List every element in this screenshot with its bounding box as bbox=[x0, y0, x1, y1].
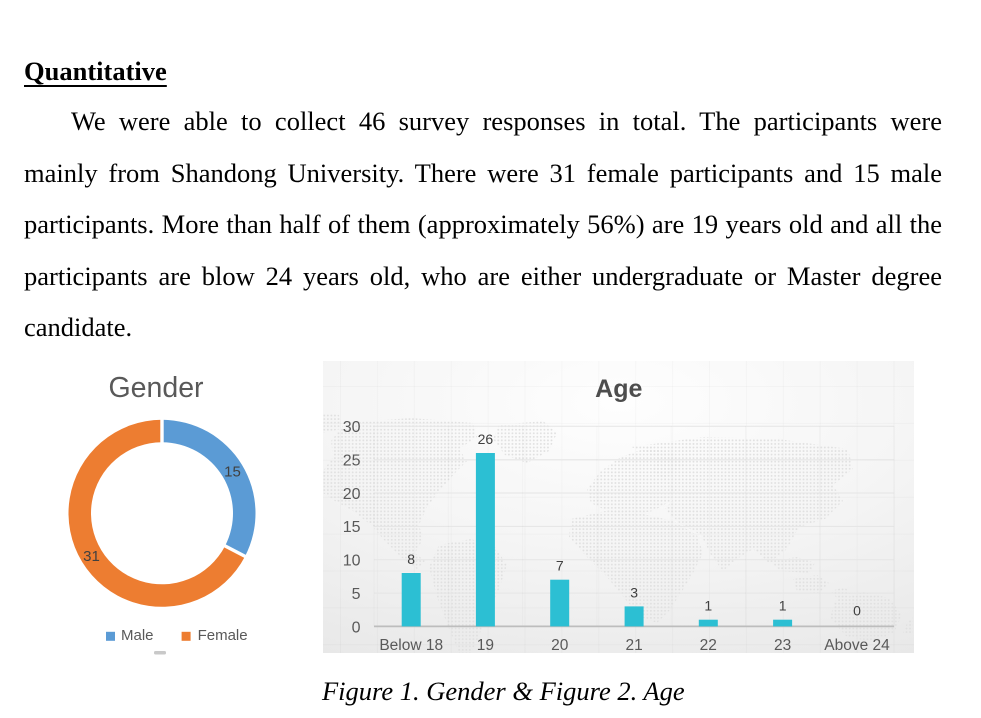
svg-text:21: 21 bbox=[625, 637, 642, 653]
svg-text:15: 15 bbox=[343, 519, 361, 536]
svg-text:0: 0 bbox=[352, 619, 361, 636]
svg-text:8: 8 bbox=[407, 551, 415, 567]
svg-text:25: 25 bbox=[343, 453, 361, 470]
svg-text:Male: Male bbox=[121, 627, 154, 644]
svg-text:19: 19 bbox=[477, 637, 494, 653]
svg-text:Below 18: Below 18 bbox=[379, 637, 443, 653]
svg-text:Gender: Gender bbox=[108, 372, 204, 404]
svg-text:22: 22 bbox=[700, 637, 717, 653]
svg-text:10: 10 bbox=[343, 553, 361, 570]
svg-text:31: 31 bbox=[83, 548, 100, 565]
svg-text:1: 1 bbox=[779, 598, 787, 614]
svg-text:26: 26 bbox=[478, 431, 494, 447]
svg-text:Age: Age bbox=[595, 375, 642, 403]
svg-text:Female: Female bbox=[198, 627, 248, 644]
svg-text:20: 20 bbox=[343, 486, 361, 503]
svg-text:30: 30 bbox=[343, 419, 361, 436]
svg-text:15: 15 bbox=[224, 464, 241, 481]
svg-text:3: 3 bbox=[630, 584, 638, 600]
svg-text:23: 23 bbox=[774, 637, 791, 653]
svg-text:0: 0 bbox=[853, 602, 861, 618]
svg-text:1: 1 bbox=[704, 598, 712, 614]
svg-text:7: 7 bbox=[556, 558, 564, 574]
svg-text:Above 24: Above 24 bbox=[824, 637, 890, 653]
svg-text:5: 5 bbox=[352, 586, 361, 603]
svg-text:20: 20 bbox=[551, 637, 569, 653]
